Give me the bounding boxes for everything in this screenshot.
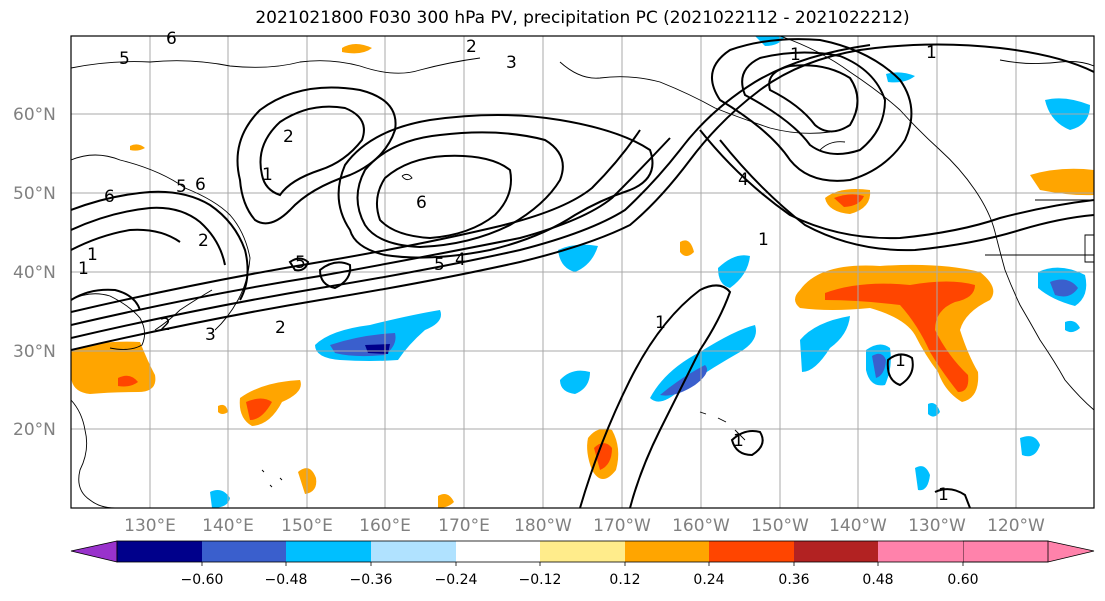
colorbar-tick-label: 0.12 xyxy=(609,572,640,588)
lon-label: 140°W xyxy=(829,516,887,536)
lat-label: 20°N xyxy=(13,420,56,440)
contour-label: 5 xyxy=(295,253,306,273)
lat-label: 40°N xyxy=(13,263,56,283)
latitude-labels: 60°N 50°N 40°N 30°N 20°N xyxy=(13,105,56,440)
colorbar-extend-high xyxy=(962,540,1095,563)
colorbar-tick-label: −0.60 xyxy=(181,572,224,588)
lon-label: 140°E xyxy=(202,516,254,536)
contour-label: 6 xyxy=(166,29,177,49)
precip-negative-max xyxy=(365,344,390,354)
contour-label: 1 xyxy=(262,165,273,185)
precip-positive-area xyxy=(342,44,372,54)
precip-negative-core xyxy=(872,353,886,378)
colorbar-segment xyxy=(456,541,540,562)
lat-label: 30°N xyxy=(13,342,56,362)
lon-label: 130°W xyxy=(908,516,966,536)
precip-positive-area xyxy=(218,404,228,414)
contour-label: 3 xyxy=(205,325,216,345)
contour-label: 6 xyxy=(416,193,427,213)
contour-label: 6 xyxy=(195,175,206,195)
contour-label: 2 xyxy=(198,231,209,251)
contour-label: 3 xyxy=(506,53,517,73)
contour-label: 1 xyxy=(895,351,906,371)
lon-label: 150°W xyxy=(751,516,809,536)
precip-negative-area xyxy=(560,370,590,394)
precip-negative-area xyxy=(210,490,230,508)
contour-label: 2 xyxy=(283,127,294,147)
colorbar-tick-label: 0.60 xyxy=(947,572,978,588)
colorbar-segment xyxy=(117,541,202,562)
lon-label: 170°E xyxy=(438,516,490,536)
colorbar-tick-label: −0.24 xyxy=(435,572,478,588)
contour-label: 1 xyxy=(938,485,949,505)
lat-label: 60°N xyxy=(13,105,56,125)
lon-label: 130°E xyxy=(124,516,176,536)
lon-label: 160°E xyxy=(359,516,411,536)
colorbar-segment xyxy=(625,541,709,562)
precip-positive-core xyxy=(246,398,272,420)
precip-negative-area xyxy=(915,466,930,491)
precip-negative-area xyxy=(1065,320,1080,333)
lon-label: 170°W xyxy=(593,516,651,536)
contour-label: 5 xyxy=(434,255,445,275)
lon-label: 180°W xyxy=(514,516,572,536)
contour-label: 4 xyxy=(455,250,466,270)
precip-positive-area xyxy=(438,494,454,508)
precip-positive-area xyxy=(680,240,694,256)
colorbar-tick-label: 0.48 xyxy=(862,572,893,588)
contour-label: 5 xyxy=(176,177,187,197)
lon-label: 120°W xyxy=(987,516,1045,536)
longitude-labels: 130°E 140°E 150°E 160°E 170°E 180°W 170°… xyxy=(124,516,1045,536)
precip-negative-area xyxy=(558,244,598,272)
colorbar-tick-label: −0.12 xyxy=(519,572,562,588)
colorbar-segment xyxy=(202,541,286,562)
precip-negative-core xyxy=(660,365,708,396)
contour-label: 5 xyxy=(119,49,130,69)
contour-label: 6 xyxy=(104,187,115,207)
colorbar-segment xyxy=(286,541,371,562)
precip-negative-area xyxy=(1020,436,1040,457)
precip-positive-area xyxy=(71,341,156,394)
lon-label: 160°W xyxy=(672,516,730,536)
contour-label: 1 xyxy=(733,431,744,451)
contour-label: 1 xyxy=(758,230,769,250)
precip-negative-area xyxy=(800,316,850,372)
colorbar-tick-label: −0.36 xyxy=(350,572,393,588)
contour-label: 1 xyxy=(926,43,937,63)
colorbar-tick-label: 0.24 xyxy=(693,572,724,588)
colorbar-segment xyxy=(371,541,456,562)
contour-label: 4 xyxy=(738,170,749,190)
contour-label: 1 xyxy=(655,313,666,333)
contour-labels: 5 6 2 3 2 1 6 5 1 2 6 1 2 5 5 4 6 3 2 1 … xyxy=(78,29,949,505)
contour-label: 1 xyxy=(790,45,801,65)
colorbar-tick-label: 0.36 xyxy=(778,572,809,588)
colorbar-segment xyxy=(540,541,625,562)
lat-label: 50°N xyxy=(13,184,56,204)
contour-label: 2 xyxy=(160,315,171,335)
colorbar: −0.60 −0.48 −0.36 −0.24 −0.12 0.12 0.24 … xyxy=(70,540,1095,588)
precip-positive-area xyxy=(1030,168,1094,196)
map-title: 2021021800 F030 300 hPa PV, precipitatio… xyxy=(255,8,910,28)
colorbar-segment xyxy=(878,541,963,562)
lon-label: 150°E xyxy=(281,516,333,536)
precip-positive-area xyxy=(130,144,145,151)
colorbar-extend-low xyxy=(70,540,118,563)
pv-contours xyxy=(71,38,1094,508)
colorbar-outline xyxy=(116,540,1049,563)
colorbar-segment xyxy=(709,541,794,562)
contour-label: 2 xyxy=(275,318,286,338)
colorbar-segment xyxy=(794,541,878,562)
precip-negative-core xyxy=(1050,279,1078,297)
precip-positive-core xyxy=(118,375,138,387)
contour-label: 2 xyxy=(466,37,477,57)
contour-label: 1 xyxy=(87,245,98,265)
graticule xyxy=(71,36,1094,508)
map-frame xyxy=(70,35,1095,509)
precip-positive-core xyxy=(834,194,864,207)
contour-label: 1 xyxy=(78,259,89,279)
colorbar-tick-label: −0.48 xyxy=(265,572,308,588)
